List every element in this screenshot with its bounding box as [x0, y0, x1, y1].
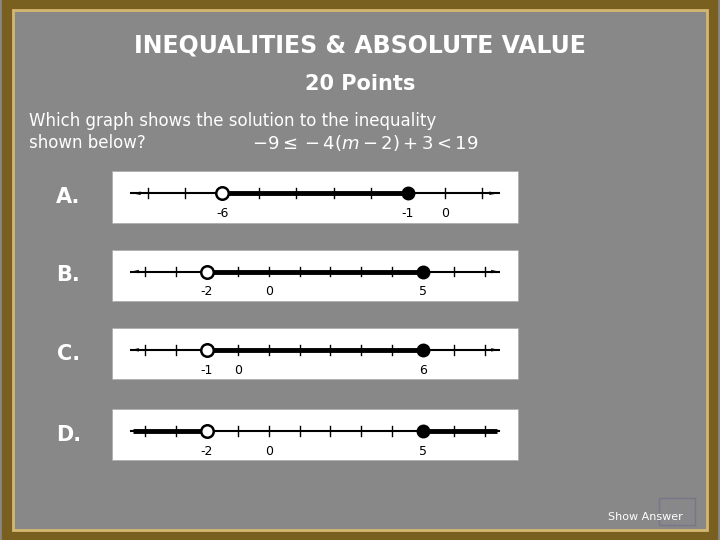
FancyArrow shape [485, 348, 499, 352]
Text: shown below?: shown below? [29, 134, 145, 152]
FancyArrow shape [485, 429, 499, 433]
Text: Which graph shows the solution to the inequality: Which graph shows the solution to the in… [29, 112, 436, 131]
FancyArrow shape [485, 270, 499, 273]
FancyArrow shape [131, 429, 145, 433]
Text: -2: -2 [201, 285, 213, 299]
Text: 6: 6 [419, 363, 427, 377]
Text: D.: D. [56, 424, 81, 445]
Text: 0: 0 [265, 285, 273, 299]
Text: -1: -1 [402, 207, 414, 220]
Text: A.: A. [56, 187, 81, 207]
Text: -2: -2 [201, 444, 213, 458]
Text: 5: 5 [419, 285, 427, 299]
Text: 0: 0 [265, 444, 273, 458]
FancyArrow shape [131, 270, 145, 273]
Text: 0: 0 [441, 207, 449, 220]
Text: 20 Points: 20 Points [305, 73, 415, 94]
Text: -6: -6 [216, 207, 228, 220]
Text: INEQUALITIES & ABSOLUTE VALUE: INEQUALITIES & ABSOLUTE VALUE [134, 34, 586, 58]
Text: $-9\leq-4(m-2)+3<19$: $-9\leq-4(m-2)+3<19$ [252, 133, 479, 153]
FancyArrow shape [482, 192, 498, 195]
Text: -1: -1 [201, 363, 213, 377]
Text: Show Answer: Show Answer [608, 512, 683, 522]
FancyArrow shape [131, 348, 145, 352]
Text: B.: B. [57, 265, 80, 286]
FancyArrow shape [132, 192, 148, 195]
Text: 0: 0 [234, 363, 242, 377]
Text: C.: C. [57, 343, 80, 364]
Text: 5: 5 [419, 444, 427, 458]
